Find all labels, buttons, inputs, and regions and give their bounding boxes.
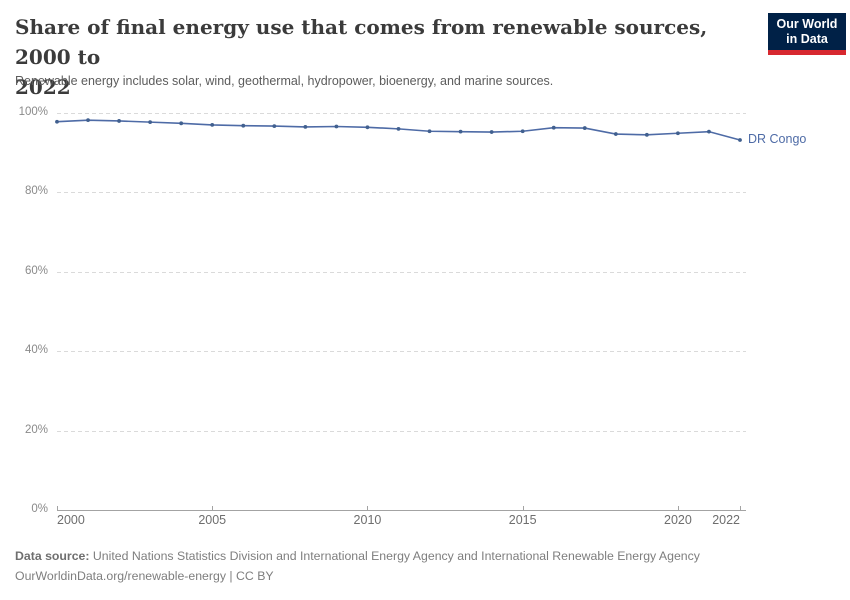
x-axis-tick-2000 <box>57 506 58 510</box>
y-axis-label-100%: 100% <box>18 106 48 118</box>
data-point-2007[interactable] <box>272 124 277 129</box>
data-point-2008[interactable] <box>303 124 308 129</box>
data-point-2020[interactable] <box>676 131 680 136</box>
page-title: Share of final energy use that comes fro… <box>15 12 755 102</box>
datasource-text: United Nations Statistics Division and I… <box>92 549 700 563</box>
y-axis-label-60%: 60% <box>24 264 48 277</box>
data-point-2016[interactable] <box>551 125 556 130</box>
footer-separator: | <box>229 569 233 583</box>
license-line: OurWorldinData.org/renewable-energy | CC… <box>15 566 835 586</box>
y-axis-label-80%: 80% <box>24 185 48 198</box>
data-point-2010[interactable] <box>365 125 370 130</box>
data-point-2004[interactable] <box>179 121 184 126</box>
x-axis-tick-2005 <box>212 506 214 510</box>
page-title-line2: 2022 <box>15 75 71 99</box>
chart-subtitle: Renewable energy includes solar, wind, g… <box>15 74 554 88</box>
y-axis-label-40%: 40% <box>24 344 48 357</box>
x-axis-line <box>57 510 746 511</box>
y-axis-label-20%: 20% <box>24 423 48 436</box>
data-point-2001[interactable] <box>86 118 90 123</box>
y-axis-label-0%: 0% <box>31 503 48 515</box>
data-point-2021[interactable] <box>707 129 711 134</box>
gridline-100% <box>57 113 746 114</box>
x-axis-tick-2022 <box>740 506 741 510</box>
owid-logo: Our World in Data <box>768 13 846 55</box>
data-point-2015[interactable] <box>520 129 525 134</box>
gridline-60% <box>57 271 746 273</box>
data-point-2018[interactable] <box>613 132 618 136</box>
owid-logo-line2: in Data <box>786 32 828 46</box>
data-point-2019[interactable] <box>644 132 649 137</box>
gridline-80% <box>57 192 746 194</box>
data-point-2006[interactable] <box>241 123 246 128</box>
gridline-20% <box>57 430 746 432</box>
data-point-2000[interactable] <box>55 119 59 124</box>
x-axis-tick-2020 <box>677 506 679 510</box>
data-point-2022[interactable] <box>738 138 742 142</box>
x-axis-label-2000: 2000 <box>57 513 85 527</box>
license-label: CC BY <box>236 569 274 583</box>
series-label-dr-congo: DR Congo <box>748 131 807 146</box>
data-point-2013[interactable] <box>458 129 463 134</box>
x-axis-label-2005: 2005 <box>198 513 227 527</box>
owid-link[interactable]: OurWorldinData.org/renewable-energy <box>15 569 226 583</box>
x-axis-tick-2010 <box>367 506 369 510</box>
x-axis-label-2015: 2015 <box>508 513 537 527</box>
data-point-2017[interactable] <box>582 126 587 130</box>
chart-footer: Data source: United Nations Statistics D… <box>15 546 835 586</box>
datasource-label: Data source: <box>15 549 90 563</box>
page-title-line1: Share of final energy use that comes fro… <box>15 15 708 69</box>
x-axis-label-2010: 2010 <box>353 513 382 527</box>
data-point-2014[interactable] <box>489 130 494 134</box>
data-point-2012[interactable] <box>427 129 432 134</box>
datasource-line: Data source: United Nations Statistics D… <box>15 546 835 566</box>
x-axis-label-2022: 2022 <box>712 513 740 527</box>
owid-logo-line1: Our World <box>776 17 838 31</box>
data-point-2005[interactable] <box>210 123 215 127</box>
data-point-2011[interactable] <box>396 126 401 131</box>
x-axis-tick-2015 <box>522 506 524 510</box>
gridline-40% <box>57 351 746 353</box>
data-point-2009[interactable] <box>334 124 339 129</box>
data-point-2003[interactable] <box>148 120 153 125</box>
data-point-2002[interactable] <box>117 119 121 123</box>
x-axis-label-2020: 2020 <box>664 513 692 527</box>
